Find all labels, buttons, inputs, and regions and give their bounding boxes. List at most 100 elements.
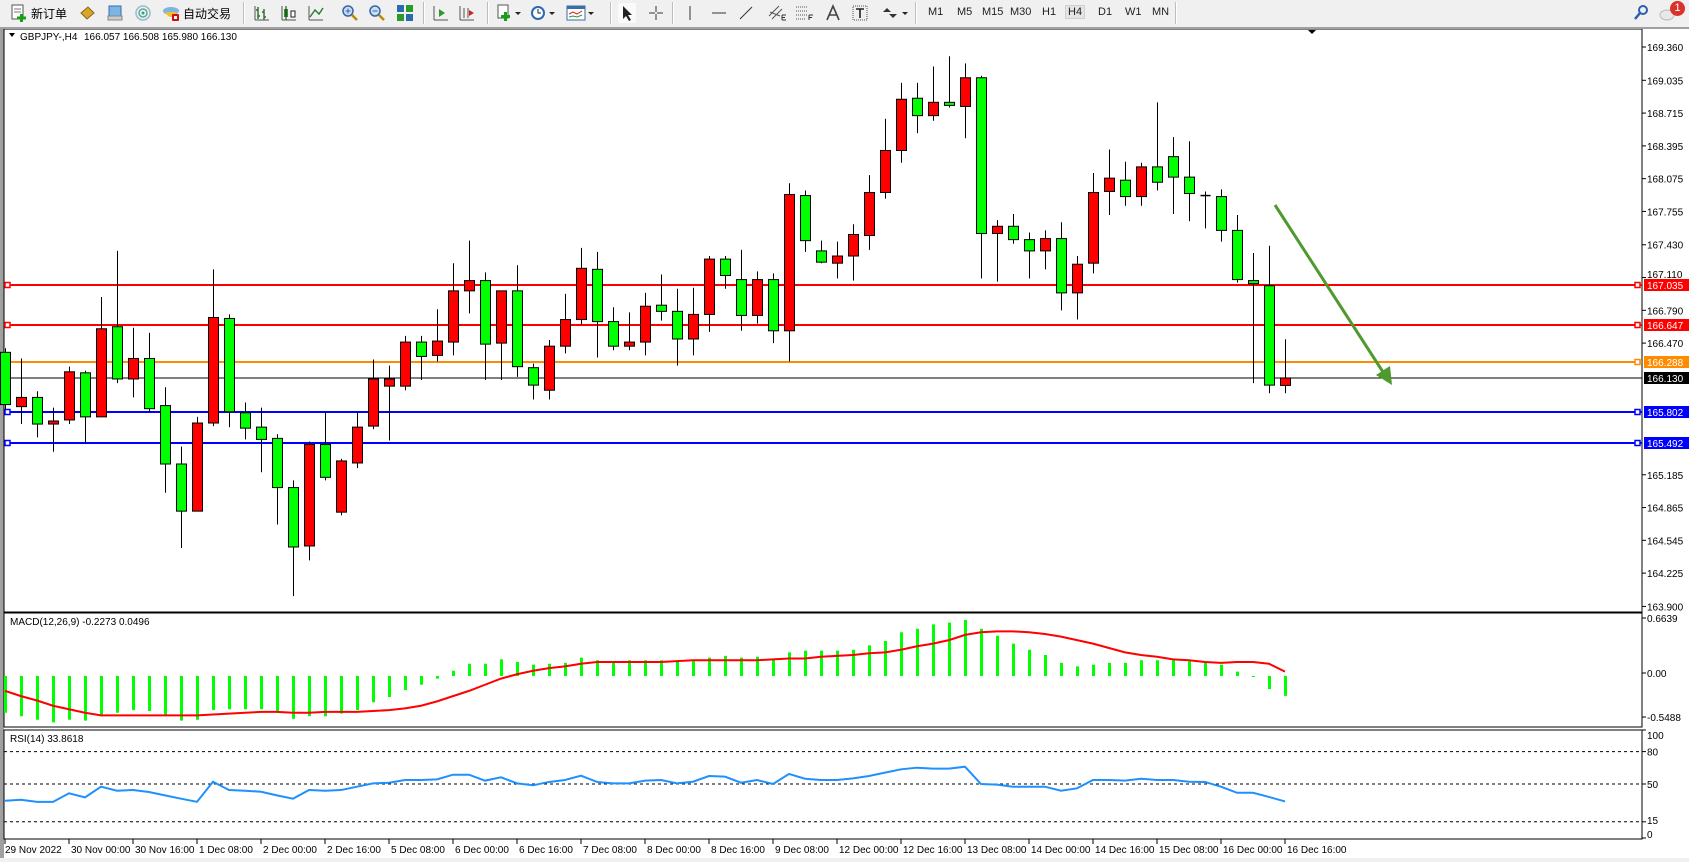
text-label-button[interactable] <box>851 3 869 23</box>
macd-histogram-bar <box>1108 662 1111 676</box>
macd-histogram-bar <box>1220 664 1223 676</box>
vertical-line-icon <box>689 6 691 20</box>
candle-body <box>752 279 763 316</box>
trend-arrow[interactable] <box>1273 204 1392 385</box>
time-label: 2 Dec 16:00 <box>327 845 381 856</box>
candlestick-chart-button[interactable] <box>280 3 298 23</box>
timeframe-d1[interactable]: D1 <box>1098 6 1113 18</box>
timeframe-h1[interactable]: H1 <box>1042 6 1057 18</box>
candle-body <box>144 357 155 410</box>
candle-body <box>16 396 27 408</box>
horizontal-line-button[interactable] <box>710 3 728 23</box>
macd-histogram-bar <box>164 676 167 716</box>
fibonacci-button[interactable] <box>794 3 814 23</box>
chart-symbol-info: GBPJPY-,H4 <box>20 32 78 43</box>
macd-histogram-bar <box>100 676 103 717</box>
line-anchor-handle[interactable] <box>4 408 11 416</box>
macd-histogram-bar <box>500 659 503 676</box>
candle <box>1056 222 1067 311</box>
arrows-button[interactable] <box>880 3 910 23</box>
text-button[interactable] <box>824 3 842 23</box>
rsi-title: RSI(14) 33.8618 <box>10 734 84 745</box>
market-watch-button[interactable] <box>78 3 96 23</box>
candle <box>176 446 187 549</box>
search-button[interactable] <box>1632 3 1650 23</box>
macd-histogram-bar <box>404 676 407 690</box>
chart-shift-marker-icon[interactable] <box>1308 30 1316 34</box>
candle <box>1104 149 1115 216</box>
toolbar-separator <box>1175 2 1177 24</box>
auto-trading-button[interactable]: 自动交易 <box>162 3 231 23</box>
line-anchor-handle[interactable] <box>1634 439 1641 447</box>
timeframe-mn[interactable]: MN <box>1152 6 1170 18</box>
line-anchor-handle[interactable] <box>1634 281 1641 289</box>
price-line-label-bg <box>1644 279 1689 291</box>
line-anchor-handle[interactable] <box>4 321 11 329</box>
cursor-button[interactable] <box>618 3 636 23</box>
zoom-out-button[interactable] <box>368 3 386 23</box>
navigator-button[interactable] <box>106 3 124 23</box>
candle-body <box>608 321 619 347</box>
candle <box>32 391 43 438</box>
candle <box>128 327 139 398</box>
timeframe-m1[interactable]: M1 <box>928 6 944 18</box>
candle <box>1264 245 1275 394</box>
chart-window[interactable]: GBPJPY-,H4 166.057 166.508 165.980 166.1… <box>0 29 1689 862</box>
navigator-icon <box>107 5 123 21</box>
trendline-button[interactable] <box>737 3 755 23</box>
indicators-button[interactable] <box>496 3 522 23</box>
chart-canvas[interactable]: GBPJPY-,H4 166.057 166.508 165.980 166.1… <box>0 29 1689 862</box>
timeframe-m30[interactable]: M30 <box>1010 6 1032 18</box>
timeframe-m15[interactable]: M15 <box>982 6 1004 18</box>
candle-body <box>368 378 379 427</box>
time-label: 8 Dec 16:00 <box>711 845 765 856</box>
timeframe-w1[interactable]: W1 <box>1125 6 1142 18</box>
candle-body <box>832 255 843 264</box>
time-label: 7 Dec 08:00 <box>583 845 637 856</box>
candle-body <box>384 378 395 387</box>
time-label: 29 Nov 2022 <box>5 845 62 856</box>
timeframe-h4[interactable]: H4 <box>1064 5 1086 19</box>
macd-histogram-bar <box>1060 662 1063 676</box>
bar-chart-button[interactable] <box>253 3 271 23</box>
vertical-line-button[interactable] <box>681 3 699 23</box>
candle <box>528 363 539 400</box>
line-anchor-handle[interactable] <box>1634 358 1641 366</box>
price-tick-label: 168.715 <box>1647 109 1684 120</box>
chart-menu-triangle-icon[interactable] <box>9 33 15 37</box>
arrows-icon <box>883 8 908 18</box>
candle-body <box>400 341 411 387</box>
line-anchor-handle[interactable] <box>4 439 11 447</box>
candle <box>336 458 347 516</box>
candle <box>352 411 363 469</box>
line-anchor-handle[interactable] <box>4 281 11 289</box>
chart-shift-button[interactable] <box>458 3 476 23</box>
candle-body <box>928 101 939 117</box>
macd-histogram-bar <box>484 663 487 676</box>
equidistant-channel-button[interactable] <box>767 3 787 23</box>
macd-histogram-bar <box>676 660 679 676</box>
tile-windows-button[interactable] <box>396 3 414 23</box>
candle <box>384 365 395 441</box>
macd-histogram-bar <box>788 652 791 676</box>
candle-body <box>1136 166 1147 198</box>
bar-chart-icon <box>254 6 269 21</box>
line-chart-button[interactable] <box>307 3 325 23</box>
signals-button[interactable] <box>134 3 152 23</box>
candle <box>96 297 107 418</box>
new-order-button[interactable]: 新订单 <box>10 3 67 23</box>
macd-histogram-bar <box>644 660 647 676</box>
periods-button[interactable] <box>530 3 556 23</box>
macd-histogram-bar <box>596 660 599 676</box>
timeframe-m5[interactable]: M5 <box>957 6 973 18</box>
line-anchor-handle[interactable] <box>1634 408 1641 416</box>
line-anchor-handle[interactable] <box>1634 321 1641 329</box>
macd-histogram-bar <box>1092 664 1095 676</box>
templates-button[interactable] <box>566 3 594 23</box>
zoom-in-button[interactable] <box>341 3 359 23</box>
auto-scroll-button[interactable] <box>432 3 450 23</box>
candle <box>496 290 507 380</box>
macd-histogram-bar <box>196 676 199 720</box>
price-line-label-bg <box>1644 437 1689 449</box>
crosshair-button[interactable] <box>647 3 665 23</box>
